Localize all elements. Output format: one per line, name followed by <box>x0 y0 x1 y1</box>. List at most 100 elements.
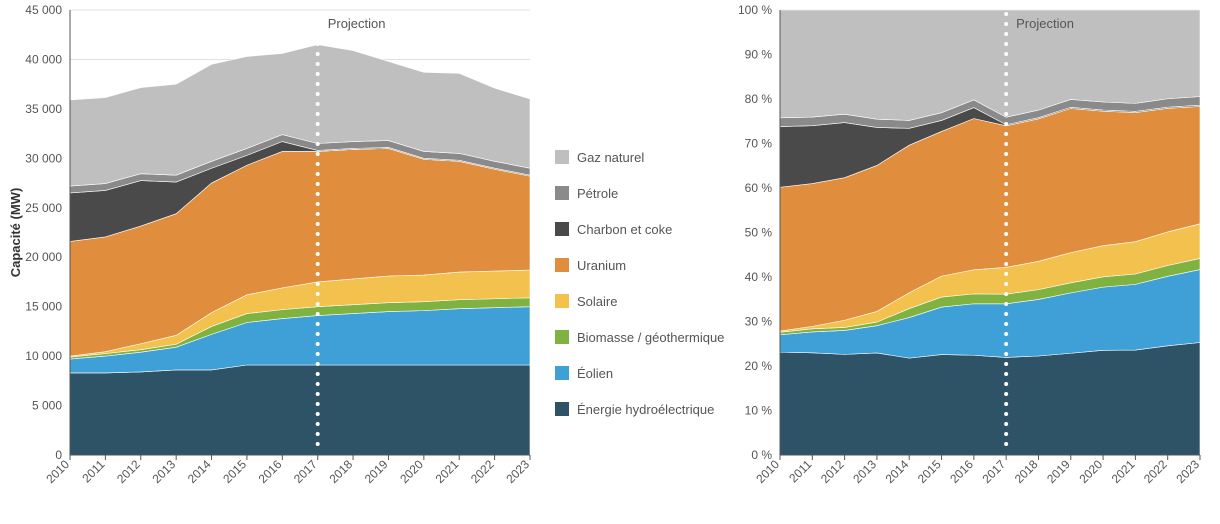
projection-dot <box>316 242 320 246</box>
legend-swatch-biomasse <box>555 330 569 344</box>
projection-dot <box>316 142 320 146</box>
projection-dot <box>316 342 320 346</box>
projection-dot <box>316 302 320 306</box>
projection-dot <box>1004 182 1008 186</box>
projection-dot <box>1004 202 1008 206</box>
projection-dot <box>316 222 320 226</box>
projection-dot <box>1004 222 1008 226</box>
x-tick-label: 2023 <box>1173 457 1202 486</box>
projection-dot <box>1004 22 1008 26</box>
projection-dot <box>1004 62 1008 66</box>
projection-dot <box>316 112 320 116</box>
area-hydro <box>780 343 1200 455</box>
projection-dot <box>1004 172 1008 176</box>
x-tick-label: 2017 <box>291 457 320 486</box>
projection-dot <box>1004 382 1008 386</box>
x-tick-label: 2016 <box>947 457 976 486</box>
legend-label-charbon: Charbon et coke <box>577 222 672 237</box>
y-tick-label: 15 000 <box>25 300 62 314</box>
y-tick-label: 20 % <box>745 359 773 373</box>
projection-dot <box>1004 212 1008 216</box>
y-tick-label: 90 % <box>745 48 773 62</box>
y-tick-label: 60 % <box>745 181 773 195</box>
y-tick-label: 25 000 <box>25 201 62 215</box>
x-tick-label: 2015 <box>915 457 944 486</box>
projection-dot <box>1004 312 1008 316</box>
projection-dot <box>316 172 320 176</box>
chart-svg: 05 00010 00015 00020 00025 00030 00035 0… <box>0 0 1220 524</box>
x-tick-label: 2020 <box>397 457 426 486</box>
projection-dot <box>1004 302 1008 306</box>
y-tick-label: 100 % <box>738 3 772 17</box>
y-tick-label: 30 000 <box>25 151 62 165</box>
x-tick-label: 2019 <box>1044 457 1073 486</box>
legend-label-hydro: Énergie hydroélectrique <box>577 402 714 417</box>
y-tick-label: 50 % <box>745 226 773 240</box>
projection-dot <box>1004 122 1008 126</box>
projection-dot <box>316 362 320 366</box>
projection-dot <box>1004 342 1008 346</box>
projection-dot <box>316 12 320 16</box>
projection-dot <box>1004 92 1008 96</box>
legend-label-gaz: Gaz naturel <box>577 150 644 165</box>
projection-dot <box>316 52 320 56</box>
x-tick-label: 2016 <box>256 457 285 486</box>
projection-dot <box>316 292 320 296</box>
projection-dot <box>316 432 320 436</box>
projection-dot <box>316 82 320 86</box>
projection-dot <box>1004 32 1008 36</box>
y-tick-label: 70 % <box>745 137 773 151</box>
x-tick-label: 2012 <box>114 457 143 486</box>
x-tick-label: 2014 <box>185 457 214 486</box>
projection-dot <box>1004 42 1008 46</box>
y-tick-label: 35 000 <box>25 102 62 116</box>
projection-dot <box>1004 322 1008 326</box>
y-tick-label: 40 000 <box>25 52 62 66</box>
projection-dot <box>1004 252 1008 256</box>
legend-swatch-hydro <box>555 402 569 416</box>
projection-dot <box>316 412 320 416</box>
projection-dot <box>316 372 320 376</box>
x-tick-label: 2023 <box>503 457 532 486</box>
projection-dot <box>1004 362 1008 366</box>
projection-dot <box>1004 332 1008 336</box>
x-tick-label: 2014 <box>883 457 912 486</box>
legend-swatch-solaire <box>555 294 569 308</box>
projection-dot <box>316 102 320 106</box>
x-tick-label: 2015 <box>220 457 249 486</box>
projection-dot <box>1004 162 1008 166</box>
projection-label: Projection <box>328 16 386 31</box>
projection-dot <box>316 22 320 26</box>
projection-dot <box>1004 192 1008 196</box>
projection-dot <box>316 232 320 236</box>
legend-label-biomasse: Biomasse / géothermique <box>577 330 724 345</box>
chart-container: 05 00010 00015 00020 00025 00030 00035 0… <box>0 0 1220 524</box>
projection-dot <box>316 132 320 136</box>
projection-dot <box>1004 82 1008 86</box>
projection-dot <box>316 312 320 316</box>
projection-dot <box>316 282 320 286</box>
projection-dot <box>1004 232 1008 236</box>
projection-dot <box>1004 432 1008 436</box>
projection-dot <box>1004 292 1008 296</box>
x-tick-label: 2018 <box>326 457 355 486</box>
legend-swatch-charbon <box>555 222 569 236</box>
projection-dot <box>1004 392 1008 396</box>
x-tick-label: 2012 <box>818 457 847 486</box>
projection-dot <box>316 162 320 166</box>
y-tick-label: 40 % <box>745 270 773 284</box>
legend-swatch-petrole <box>555 186 569 200</box>
projection-dot <box>1004 72 1008 76</box>
area-hydro <box>70 365 530 455</box>
projection-dot <box>1004 442 1008 446</box>
projection-dot <box>316 402 320 406</box>
projection-dot <box>316 152 320 156</box>
projection-dot <box>316 272 320 276</box>
x-tick-label: 2010 <box>43 457 72 486</box>
projection-dot <box>1004 412 1008 416</box>
projection-dot <box>316 422 320 426</box>
projection-label: Projection <box>1016 16 1074 31</box>
projection-dot <box>316 32 320 36</box>
projection-dot <box>1004 52 1008 56</box>
projection-dot <box>1004 132 1008 136</box>
